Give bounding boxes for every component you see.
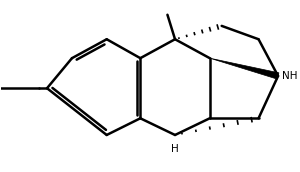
Text: NH: NH <box>282 71 298 81</box>
Text: H: H <box>171 144 179 154</box>
Polygon shape <box>210 58 279 79</box>
